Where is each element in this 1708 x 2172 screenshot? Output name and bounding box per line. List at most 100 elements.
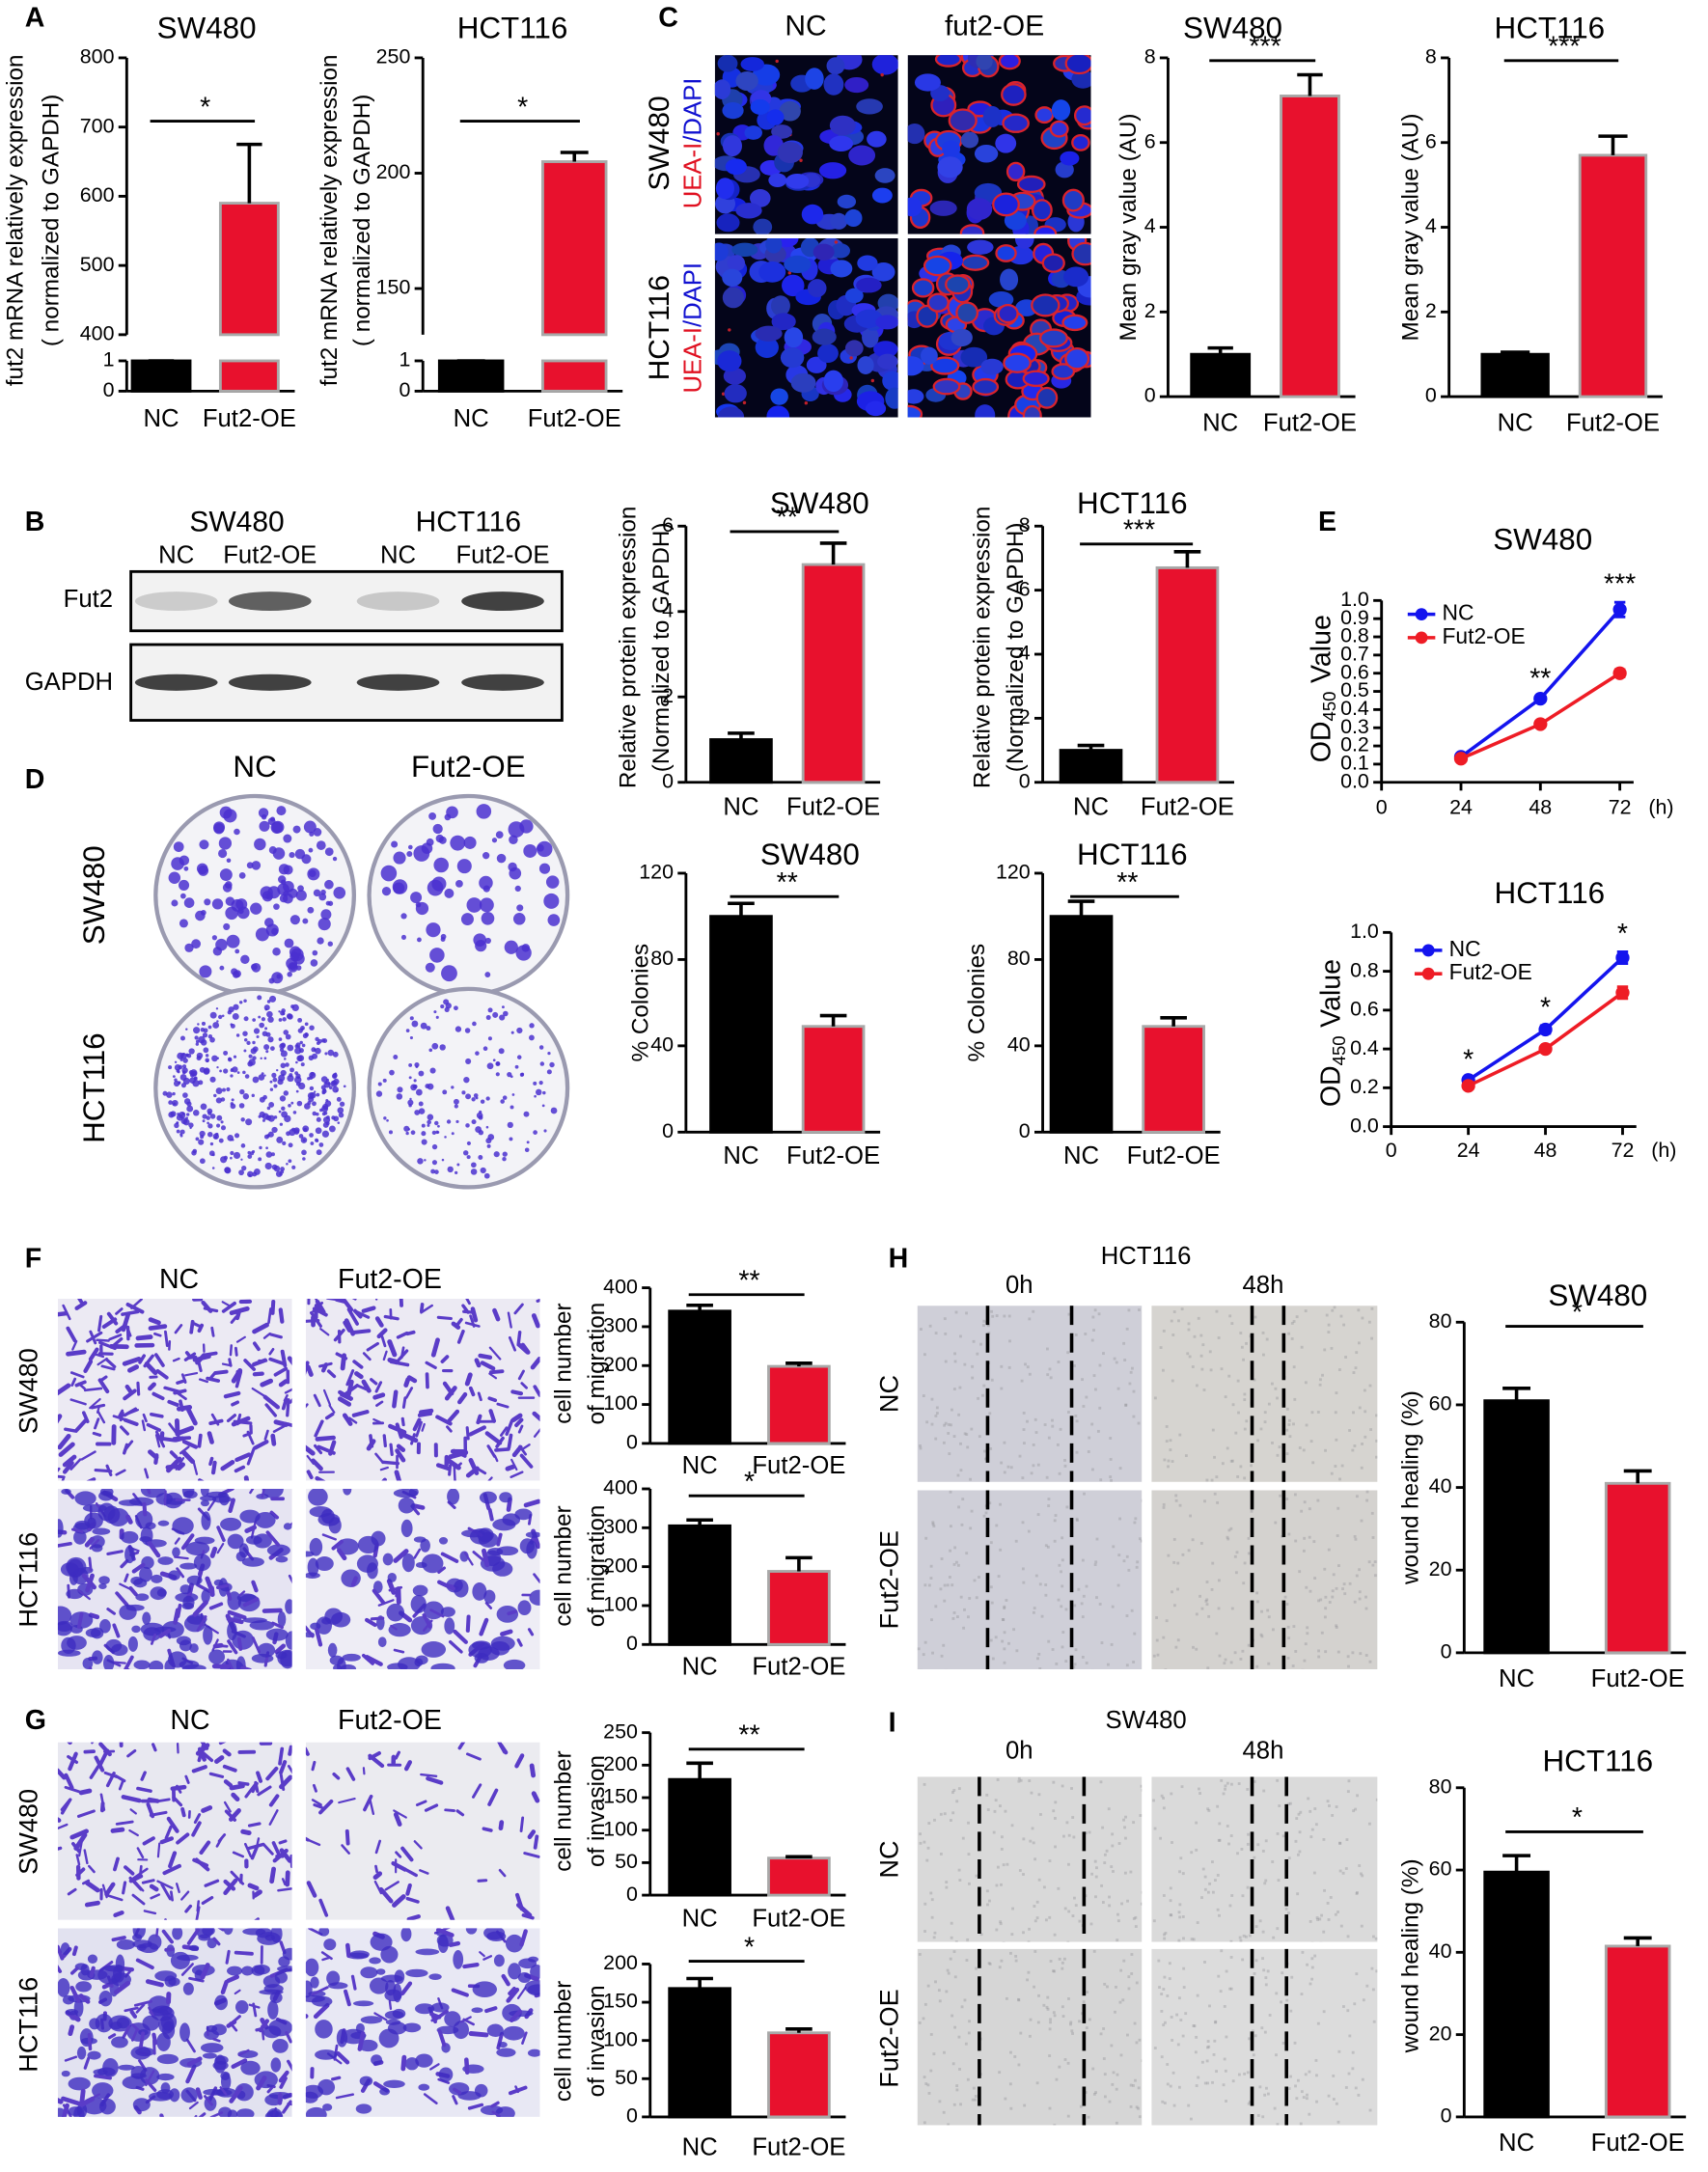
y-tick-label: 8 (1425, 45, 1437, 69)
colony (221, 1097, 226, 1102)
colony (494, 1151, 500, 1157)
speckle (1075, 1648, 1078, 1651)
colony (288, 889, 297, 898)
colony (207, 1109, 212, 1114)
speckle (1230, 1460, 1233, 1463)
error-bar (820, 543, 847, 564)
cell (74, 1947, 76, 1954)
speckle (1027, 1365, 1030, 1368)
speckle (1026, 1420, 1029, 1423)
cell (289, 1747, 291, 1754)
speckle (1355, 1351, 1358, 1354)
speckle (1348, 1779, 1351, 1782)
colony (216, 1123, 220, 1127)
colony (539, 1081, 543, 1085)
colony (378, 1083, 382, 1086)
cell (239, 1639, 241, 1649)
label: SW480 (77, 845, 111, 945)
speckle (927, 1985, 930, 1988)
colony (259, 821, 269, 832)
speckle (1170, 1793, 1172, 1796)
speckle (1243, 2073, 1246, 2076)
speckle (1033, 1611, 1035, 1614)
colony (540, 1061, 545, 1066)
speckle (1057, 1443, 1060, 1446)
cell (262, 1381, 271, 1385)
speckle (1054, 1817, 1057, 1820)
cell (150, 1385, 153, 1388)
speckle (1207, 1809, 1210, 1812)
y-tick-label: 0.2 (1350, 1075, 1379, 1098)
colony (325, 1100, 332, 1107)
speckle (1154, 2047, 1157, 2049)
colony (309, 1025, 314, 1030)
speckle (1023, 1428, 1026, 1431)
legend-marker (1416, 608, 1428, 620)
cell (528, 2049, 541, 2057)
colony (296, 1090, 299, 1093)
speckle (1064, 1465, 1067, 1468)
speckle (1371, 1512, 1374, 1515)
speckle (985, 1794, 988, 1797)
colony (418, 1071, 424, 1077)
speckle (1162, 1988, 1165, 1991)
speckle (1322, 1838, 1325, 1841)
speckle (1327, 1800, 1330, 1802)
speckle (1028, 1779, 1031, 1782)
nucleus (1052, 99, 1070, 121)
colony (261, 1058, 262, 1059)
speckle (967, 2078, 970, 2081)
image-background (1151, 1776, 1377, 1941)
colony (226, 1087, 230, 1091)
speckle (1212, 1891, 1215, 1894)
speckle (1288, 1856, 1291, 1859)
speckle (1032, 1827, 1034, 1829)
colony (452, 1132, 455, 1135)
speckle (1364, 1389, 1366, 1392)
x-tick-label: 24 (1457, 1139, 1480, 1162)
speckle (1103, 1983, 1106, 1986)
cell (172, 1547, 180, 1557)
point (1538, 1042, 1552, 1056)
speckle (997, 1778, 1000, 1781)
colony (212, 898, 223, 909)
error-bar (236, 145, 262, 204)
x-tick-label: Fut2-OE (1141, 794, 1234, 821)
colony (547, 1052, 550, 1055)
speckle (1364, 1596, 1367, 1599)
speckle (965, 1433, 968, 1436)
speckle (920, 1669, 923, 1672)
colony (220, 868, 233, 881)
nucleus (838, 195, 856, 208)
speckle (1050, 1376, 1053, 1379)
speckle (1035, 1575, 1038, 1578)
cell (495, 2106, 514, 2120)
colony (316, 1127, 322, 1134)
significance-label: *** (1548, 32, 1580, 63)
speckle (1114, 2011, 1116, 2014)
speckle (1117, 1388, 1120, 1390)
colony (463, 1077, 469, 1083)
speckle (1248, 2037, 1251, 2040)
speckle (1101, 1641, 1104, 1644)
transwell-image (53, 1919, 301, 2124)
speckle (1085, 1396, 1088, 1399)
cell (195, 1537, 215, 1545)
speckle (1069, 2021, 1072, 2024)
colony (221, 1120, 224, 1123)
cell (277, 1966, 297, 1971)
error-bar (785, 1557, 813, 1571)
speckle (1127, 1975, 1130, 1978)
speckle (1053, 2011, 1056, 2014)
colony (245, 1118, 252, 1125)
cell (291, 1856, 292, 1867)
significance-label: * (744, 1932, 755, 1963)
speckle (1045, 1918, 1048, 1921)
colony (281, 1070, 287, 1076)
chart-title: SW480 (760, 838, 860, 871)
speckle (1071, 2032, 1074, 2035)
cell (508, 1467, 513, 1469)
speckle (949, 1576, 951, 1579)
speckle (999, 1503, 1002, 1506)
speckle (1264, 2031, 1267, 2034)
